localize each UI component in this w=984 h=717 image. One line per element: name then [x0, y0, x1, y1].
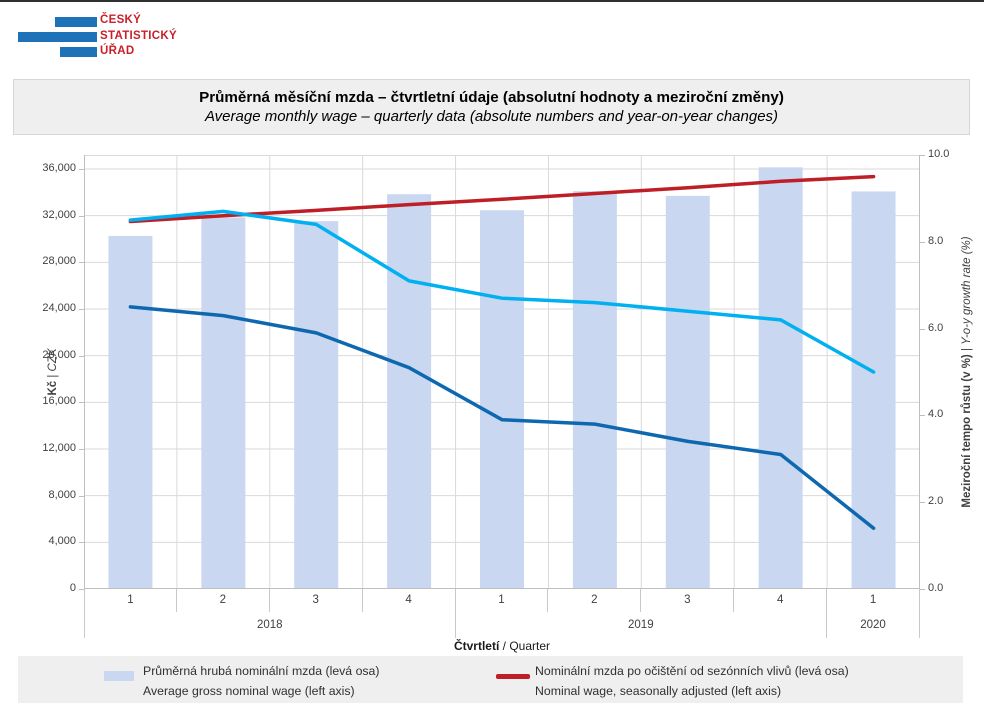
left-axis-tick [79, 169, 84, 170]
legend-label-english: Nominal wage, seasonally adjusted (left … [535, 684, 782, 698]
logo-bar-top [55, 17, 97, 27]
chart-title-czech: Průměrná měsíční mzda – čtvrtletní údaje… [199, 89, 784, 106]
left-axis-tick-label: 0 [69, 582, 76, 594]
left-axis-tick-label: 12,000 [42, 442, 76, 454]
quarter-label: 1 [84, 589, 177, 612]
quarter-label: 2 [548, 589, 642, 612]
quarter-label: 1 [827, 589, 920, 612]
bar-average-gross-nominal-wage [201, 217, 246, 589]
x-axis-caption: Čtvrtletí / Quarter [84, 639, 920, 653]
logo-bar-bottom [60, 47, 97, 57]
chart-title-english: Average monthly wage – quarterly data (a… [204, 108, 779, 125]
right-axis-tick [920, 328, 925, 330]
legend-item-seasonally-adjusted: Nominální mzda po očištění od sezónních … [496, 661, 849, 701]
legend-label-czech: Nominální mzda po očištění od sezónních … [535, 664, 849, 678]
page-top-border [0, 0, 984, 2]
x-axis-caption-bold: Čtvrtletí [453, 639, 500, 653]
x-axis-caption-rest: / Quarter [502, 639, 551, 653]
right-axis-tick [920, 415, 925, 417]
left-axis-tick [79, 262, 84, 264]
left-axis-tick-label: 16,000 [42, 395, 76, 408]
left-axis-title-bold: Kč [47, 380, 59, 396]
left-axis-tick [79, 355, 84, 357]
line-nominal-wage-seasonally-adjusted [128, 174, 876, 224]
bar-average-gross-nominal-wage [665, 195, 710, 589]
left-axis-tick-label: 28,000 [42, 255, 76, 268]
left-axis-tick [79, 402, 84, 404]
legend-line-swatch [496, 661, 530, 701]
right-axis-title-bold: Meziroční tempo růstu (v %) [961, 354, 973, 508]
right-axis-tick-label: 2.0 [928, 495, 944, 508]
bar-average-gross-nominal-wage [294, 221, 339, 589]
plot-area [84, 155, 920, 590]
right-axis-title-sep: | [961, 344, 973, 355]
chart-canvas [84, 155, 920, 590]
legend-item-gross-nominal-wage: Průměrná hrubá nominální mzda (levá osa)… [104, 661, 380, 701]
legend-panel: Průměrná hrubá nominální mzda (levá osa)… [18, 656, 963, 703]
logo-text-line2: STATISTICKÝ [100, 29, 177, 42]
left-axis-tick [79, 309, 84, 310]
left-axis-tick [79, 542, 84, 544]
logo-text-line1: ČESKÝ [100, 14, 142, 26]
year-label: 2018 [84, 612, 456, 638]
right-axis-tick [920, 155, 925, 156]
bar-average-gross-nominal-wage [758, 167, 803, 589]
year-label: 2019 [456, 612, 828, 638]
right-axis-tick [920, 589, 925, 590]
right-axis-tick-label: 4.0 [928, 408, 944, 421]
bar-average-gross-nominal-wage [480, 210, 524, 590]
year-label: 2020 [827, 612, 920, 638]
left-axis-tick-label: 20,000 [42, 348, 76, 361]
logo-bar-middle [18, 32, 97, 42]
right-axis-title-italic: Y-o-y growth rate (%) [961, 236, 973, 345]
quarter-label: 2 [177, 589, 270, 612]
left-axis-title-sep: | [47, 371, 59, 381]
left-axis-tick-label: 24,000 [42, 302, 76, 314]
bar-average-gross-nominal-wage [108, 235, 153, 589]
left-axis-tick-label: 36,000 [42, 162, 76, 174]
quarter-label: 4 [734, 589, 828, 612]
line-growth-rate-cyan [128, 209, 876, 374]
left-axis-tick [79, 495, 84, 497]
left-axis-tick-label: 32,000 [42, 208, 76, 221]
bar-swatch-icon [104, 671, 134, 681]
left-axis-tick [79, 449, 84, 450]
quarter-label: 4 [363, 589, 456, 612]
line-growth-rate-dark-blue [128, 305, 876, 530]
left-axis-tick [79, 215, 84, 217]
left-axis-tick-label: 4,000 [48, 535, 76, 548]
logo-text-line3: ÚŘAD [100, 45, 135, 57]
right-axis-tick-label: 8.0 [928, 234, 944, 247]
quarter-label: 3 [641, 589, 735, 612]
left-axis-tick [79, 589, 84, 590]
right-axis-tick-label: 10.0 [928, 148, 950, 160]
bar-average-gross-nominal-wage [387, 194, 432, 589]
logo-text: ČESKÝ STATISTICKÝ ÚŘAD [100, 13, 177, 60]
right-axis-title: Meziroční tempo růstu (v %) | Y-o-y grow… [961, 236, 973, 507]
right-axis-tick [920, 502, 925, 504]
right-axis-tick-label: 6.0 [928, 321, 944, 334]
quarter-label: 1 [456, 589, 549, 612]
left-axis-tick-label: 8,000 [48, 488, 76, 501]
legend-bar-swatch [104, 661, 138, 701]
quarter-label: 3 [270, 589, 363, 612]
right-axis-tick [920, 241, 925, 243]
legend-label-english: Average gross nominal wage (left axis) [143, 684, 355, 698]
right-axis-tick-label: 0.0 [928, 582, 944, 594]
legend-label-czech: Průměrná hrubá nominální mzda (levá osa) [143, 664, 380, 678]
chart-title-panel: Průměrná měsíční mzda – čtvrtletní údaje… [13, 79, 970, 135]
line-swatch-icon [496, 674, 530, 679]
bar-average-gross-nominal-wage [572, 191, 617, 589]
bar-average-gross-nominal-wage [851, 191, 896, 589]
